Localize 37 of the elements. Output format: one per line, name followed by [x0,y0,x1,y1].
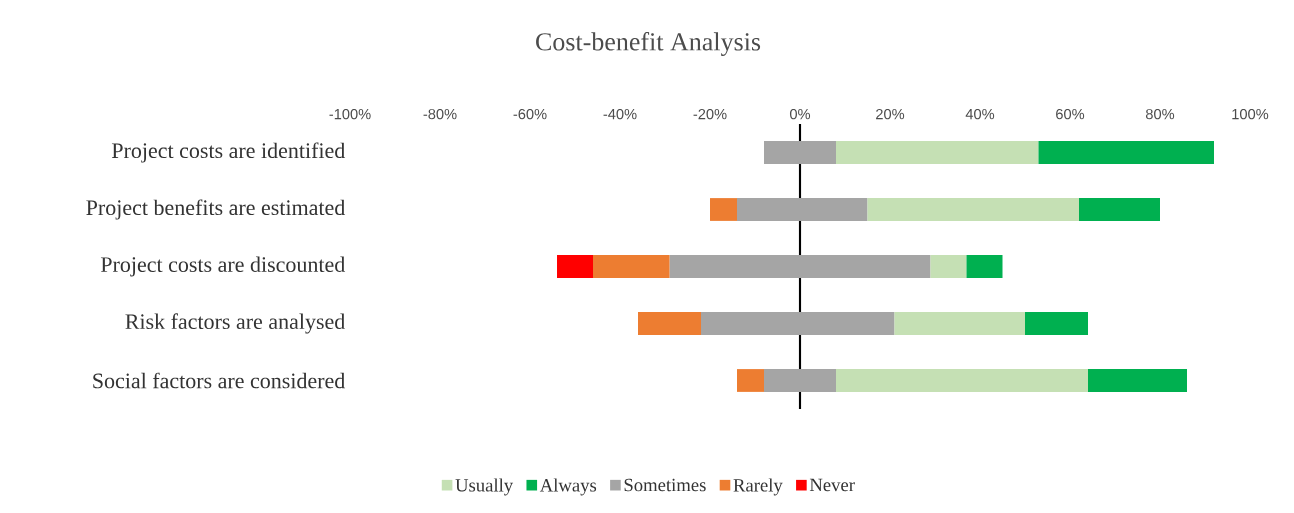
bar [638,312,702,335]
x-tick-label: 80% [1145,108,1175,120]
chart-title: Cost-benefit Analysis [536,32,761,56]
legend-label: Never [809,478,855,492]
x-tick-label: 0% [789,108,811,120]
legend-label: Rarely [733,478,783,496]
x-tick-label: 20% [876,108,905,120]
bar [1088,369,1187,392]
bar [1038,141,1214,164]
bar [836,369,1089,392]
x-tick-label: -100% [329,108,371,120]
x-tick-label: -20% [693,108,727,120]
legend-label: Usually [455,478,514,496]
bar [836,141,1039,164]
x-tick-label: -60% [513,108,547,120]
y-tick-label: Project costs are identified [111,142,346,163]
bar [1025,312,1089,335]
x-tick-label: -80% [423,108,457,120]
bar [557,255,594,278]
bar [1079,198,1160,221]
x-tick-label: 100% [1232,108,1269,120]
bar [737,369,765,392]
y-tick-label: Social factors are considered [93,372,346,389]
bar [894,312,1026,335]
legend-label: Sometimes [624,478,706,492]
x-tick-label: 60% [1056,108,1085,120]
bar [867,198,1079,221]
bar [710,198,737,221]
bar [593,255,670,278]
legend-label: Always [539,478,597,496]
x-tick-label: 40% [965,108,995,120]
x-tick-label: -40% [603,108,637,120]
y-tick-label: Project benefits are estimated [86,199,346,220]
bar [966,255,1003,278]
y-tick-label: Project costs are discounted [100,256,346,277]
bar [930,255,967,278]
y-tick-label: Risk factors are analysed [125,313,346,334]
